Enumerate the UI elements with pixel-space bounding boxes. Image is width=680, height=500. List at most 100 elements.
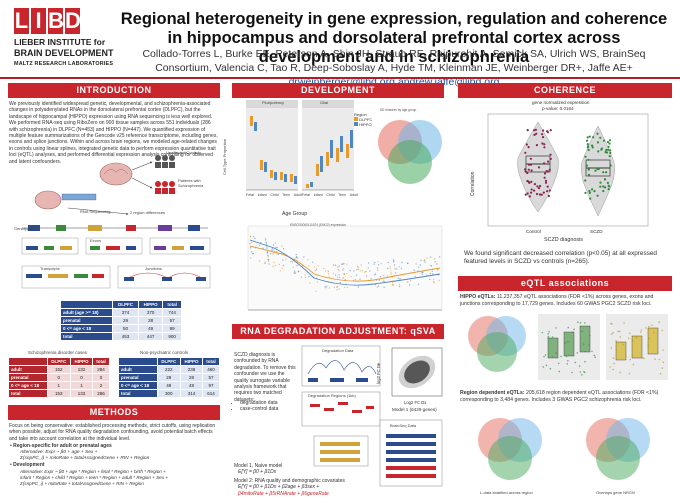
qsva-models: Model 1, Naive model E[Y] = β0 + β1Dx Mo… <box>234 463 374 497</box>
transcripts-label: Transcripts <box>40 266 60 271</box>
model2-label: Model 2: RNA quality and demographic cov… <box>234 477 345 484</box>
model2-formula: E[Y] = β0 + β1Dx + β2age + β3sex + <box>238 484 320 491</box>
eqtl-venn-caption-left: L-data stratified across region <box>480 490 533 495</box>
formula-line: Alternative: Expr ~ β0 + age + Sex + <box>20 450 98 455</box>
coherence-plot-subtitle: p-value: 0.0164 <box>542 106 574 111</box>
sample-counts-table: DLPFC HIPPO total adult (age >= 18) 374 370 7… <box>59 300 182 341</box>
section-introduction-header: INTRODUCTION <box>8 83 220 98</box>
facet-label-glial: Glial <box>320 100 329 105</box>
degradation-regions-label: Degradation Regions (1kb) <box>308 393 356 398</box>
logo-letter: I <box>31 8 46 34</box>
formula-line: infant * Region + child * Region + teen … <box>20 475 168 480</box>
qsva-bullets: degradation data case-control data <box>228 400 310 413</box>
scz-cases-table: DLPFC HIPPO total adult 152 132 284 prenatal 0… <box>8 357 110 398</box>
table-row: prenatal 29 28 57 <box>59 316 182 325</box>
section-qsva-header: RNA DEGRADATION ADJUSTMENT: qSVA <box>232 324 444 339</box>
eqtl-hippo-text: HIPPO eQTLs: 11,237,357 eQTL association… <box>460 294 670 307</box>
eqtl-region-figures <box>478 418 650 480</box>
table-header: total <box>162 300 182 309</box>
section-methods-header: METHODS <box>8 405 220 420</box>
brain-icon <box>99 162 133 186</box>
eqtl-venn-caption-right: Overlaps gene NRGN <box>596 490 635 495</box>
unaffected-controls-label: Unaffected Controls <box>166 150 202 155</box>
table-row: adult 222 238 460 <box>118 365 220 374</box>
table-row: 0 <= age < 18 49 48 97 <box>118 381 220 390</box>
list-item: case-control data <box>240 406 310 412</box>
coherence-text: We found significant decreased correlati… <box>464 250 657 265</box>
controls-icon <box>155 155 175 168</box>
section-eqtl-header: eQTL associations <box>458 276 672 291</box>
ctrl-table-caption: Non-psychiatric controls <box>140 350 189 355</box>
list-item: degradation data <box>240 400 310 406</box>
bullet-development: • Development <box>10 462 45 468</box>
table-header: DLPFC <box>112 300 139 309</box>
logo-line3: MALTZ RESEARCH LABORATORIES <box>14 61 114 67</box>
coherence-tick-sczd: SCZD <box>590 229 603 234</box>
table-row: total 300 314 614 <box>118 389 220 398</box>
patients-label: Patients with Schizophrenia <box>178 178 204 188</box>
logo-letter: D <box>65 8 81 34</box>
qsva-scatter-caption: Model 1 (6429 genes) <box>392 407 437 412</box>
region-differences-label: 2 region differences <box>130 210 166 215</box>
cell-type-boxplot <box>246 100 354 191</box>
eqtl-points <box>541 321 665 376</box>
venn-title: DE features by age group <box>380 108 417 112</box>
model2-formula: β4mitoRate + β5rRNArate + β6geneRate <box>238 490 329 497</box>
methods-text: Focus on being conservative: established… <box>9 423 216 442</box>
methods-bullets: • Region-specific for adult or prenatal … <box>10 443 220 487</box>
brainseq-data-label: BrainSeq Data <box>390 423 417 428</box>
table-row: prenatal 0 0 0 <box>8 373 110 382</box>
qsva-scatter-ylabel: log2 FC De <box>376 362 381 384</box>
eqtl-region-text: Region dependent eQTLs: 205,618 region d… <box>460 390 670 403</box>
coherence-tick-control: Control <box>526 229 541 234</box>
eqtl-region-label: Region dependent eQTLs: <box>460 390 525 396</box>
libd-logo: L I B D <box>14 8 84 34</box>
table-row: prenatal 29 28 57 <box>118 373 220 382</box>
table-row: total 453 447 900 <box>59 332 182 341</box>
exons-label: Exons <box>90 238 102 243</box>
qsva-text: SCZD diagnosis is confounded by RNA degr… <box>234 352 296 403</box>
table-header: HIPPO <box>137 300 164 309</box>
logo-letter: L <box>14 8 29 34</box>
brainseq-data-panel <box>379 419 443 487</box>
poster-title: Regional heterogeneity in gene expressio… <box>120 10 668 66</box>
model1-label: Model 1, Naive model <box>234 463 283 469</box>
controls-table: DLPFC HIPPO total adult 222 238 460 prenatal 2… <box>118 357 220 398</box>
expression-scatter <box>247 225 443 311</box>
rna-tube-icon <box>61 193 97 201</box>
coherence-violin-plot <box>487 113 649 227</box>
table-row: total 153 133 286 <box>8 389 110 398</box>
coherence-xlabel: SCZD diagnosis <box>544 237 583 243</box>
eqtl-hippo-figures <box>468 314 668 380</box>
region-legend: Region DLPFC HIPPO <box>354 112 373 127</box>
qsva-foldchange-scatter <box>391 347 443 397</box>
degradation-data-label: Degradation Data <box>322 348 354 353</box>
table-header <box>59 300 114 309</box>
coherence-ylabel: Correlation <box>470 171 476 196</box>
boxplot-ylabel: Cell Type Proportion <box>222 138 227 175</box>
brain-icon <box>34 190 62 210</box>
formula-line: Σ(snpPC_i) + mitoRate + totalAssignedGen… <box>20 481 144 486</box>
coherence-plot-title: gene normalized expression <box>532 100 590 105</box>
age-ticks-left: Fetal Infant Child Teen Adult <box>246 193 302 197</box>
patients-icon <box>155 181 175 194</box>
qsva-scatter-xlabel: Log2 FC Dx <box>404 400 427 405</box>
facet-label-pluripotency: Pluripotency <box>262 100 285 105</box>
violin-points <box>524 128 612 200</box>
author-names: Collado-Torres L, Burke EE, Peterson A, … <box>142 48 646 74</box>
development-venn <box>378 120 442 184</box>
study-design-diagram <box>21 155 211 289</box>
scz-table-caption: Schizophrenia disorder cases <box>28 350 88 355</box>
eqtl-hippo-label: HIPPO eQTLs: <box>460 294 496 300</box>
formula-line: Alternative: Expr ~ β0 + age * Region + … <box>20 469 166 474</box>
qsva-diagram <box>301 345 381 467</box>
logo-line2: BRAIN DEVELOPMENT <box>14 48 114 58</box>
age-ticks-right: Fetal Infant Child Teen Adult <box>302 193 358 197</box>
eqtl-hippo-body: 11,237,357 eQTL associations (FDR <1%) a… <box>460 294 654 307</box>
table-row: adult (age >= 18) 374 370 744 <box>59 308 182 317</box>
table-row: 0 <= age < 18 1 1 2 <box>8 381 110 390</box>
section-development-header: DEVELOPMENT <box>232 83 444 98</box>
logo-line1: LIEBER INSTITUTE for <box>14 37 106 47</box>
junctions-label: Junctions <box>145 266 162 271</box>
logo-letter: B <box>48 8 64 34</box>
